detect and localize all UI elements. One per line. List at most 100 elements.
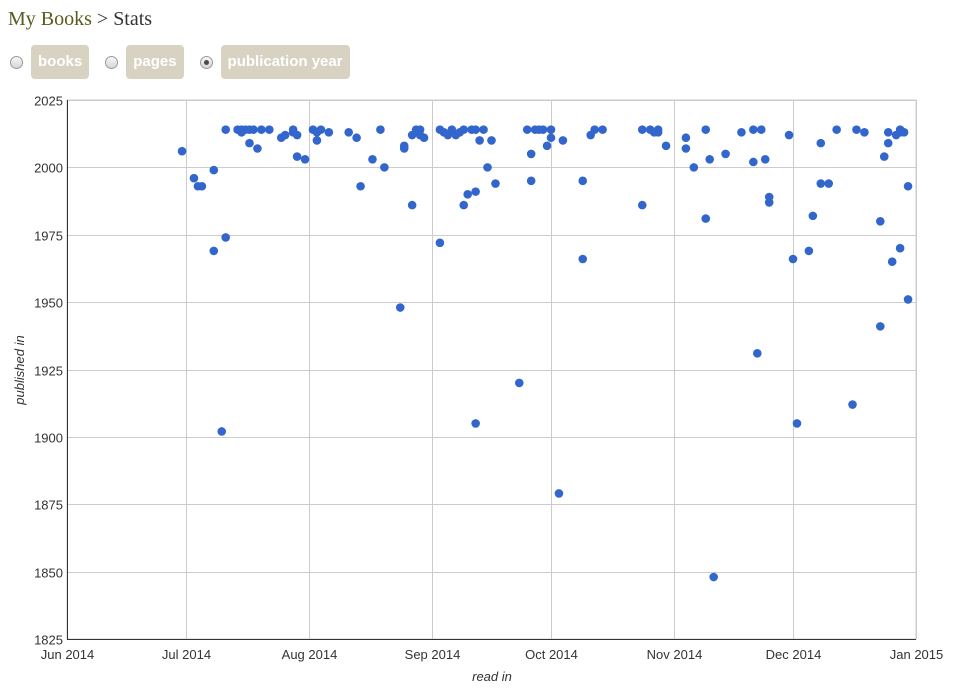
data-point[interactable] [689, 163, 699, 172]
data-point[interactable] [816, 179, 826, 188]
data-point[interactable] [209, 246, 219, 256]
data-point[interactable] [368, 154, 377, 164]
data-point[interactable] [221, 233, 230, 242]
data-point[interactable] [899, 128, 909, 137]
data-point[interactable] [324, 128, 334, 137]
data-point[interactable] [788, 254, 798, 264]
data-point[interactable] [189, 173, 199, 183]
data-point[interactable] [344, 128, 353, 137]
data-point[interactable] [792, 419, 802, 428]
data-point[interactable] [217, 427, 227, 436]
books-button[interactable]: books [31, 45, 90, 79]
data-point[interactable] [903, 181, 913, 191]
data-point[interactable] [721, 149, 730, 159]
data-point[interactable] [399, 144, 409, 153]
data-point[interactable] [875, 216, 885, 226]
data-point[interactable] [709, 572, 718, 582]
data-point[interactable] [300, 154, 310, 164]
data-point[interactable] [895, 243, 905, 253]
data-point[interactable] [491, 179, 500, 188]
data-point[interactable] [546, 125, 556, 134]
data-point[interactable] [816, 138, 826, 148]
option-publication-year[interactable]: publication year [199, 45, 350, 79]
breadcrumb-link-my-books[interactable]: My Books [8, 8, 92, 30]
data-point[interactable] [253, 144, 262, 153]
data-point[interactable] [749, 157, 758, 167]
data-point[interactable] [860, 128, 869, 137]
data-point[interactable] [280, 130, 290, 140]
data-point[interactable] [554, 489, 564, 498]
data-point[interactable] [197, 181, 207, 191]
data-point[interactable] [637, 200, 647, 210]
data-point[interactable] [653, 128, 663, 137]
data-point[interactable] [177, 146, 187, 156]
data-point[interactable] [760, 154, 770, 164]
data-point[interactable] [681, 133, 691, 143]
data-point[interactable] [483, 163, 492, 172]
data-point[interactable] [661, 141, 671, 151]
data-point[interactable] [356, 181, 365, 191]
data-point[interactable] [352, 133, 361, 143]
data-point[interactable] [808, 211, 818, 221]
data-point[interactable] [887, 257, 897, 267]
data-point[interactable] [245, 138, 254, 148]
data-point[interactable] [681, 144, 691, 153]
data-point[interactable] [435, 238, 445, 248]
data-point[interactable] [903, 295, 913, 304]
data-point[interactable] [475, 136, 484, 145]
data-point[interactable] [522, 125, 532, 134]
data-point[interactable] [756, 125, 766, 134]
radio-publication-year[interactable] [199, 55, 213, 69]
data-point[interactable] [852, 125, 861, 134]
data-point[interactable] [257, 125, 266, 134]
data-point[interactable] [784, 130, 794, 140]
data-point[interactable] [292, 152, 302, 161]
data-point[interactable] [292, 130, 302, 140]
option-pages[interactable]: pages [105, 45, 184, 79]
data-point[interactable] [380, 163, 389, 172]
radio-books[interactable] [10, 55, 23, 69]
data-point[interactable] [590, 125, 599, 134]
data-point[interactable] [479, 125, 488, 134]
data-point[interactable] [558, 136, 568, 145]
data-point[interactable] [471, 419, 480, 428]
data-point[interactable] [546, 133, 556, 143]
data-point[interactable] [538, 125, 548, 134]
data-point[interactable] [848, 400, 857, 409]
data-point[interactable] [376, 125, 385, 134]
data-point[interactable] [221, 125, 230, 134]
data-point[interactable] [578, 254, 588, 264]
data-point[interactable] [542, 141, 552, 151]
data-point[interactable] [395, 303, 405, 312]
data-point[interactable] [879, 152, 889, 161]
data-point[interactable] [883, 138, 893, 148]
data-point[interactable] [209, 165, 219, 175]
data-point[interactable] [487, 136, 496, 145]
data-point[interactable] [824, 179, 834, 188]
data-point[interactable] [883, 128, 893, 137]
data-point[interactable] [804, 246, 814, 256]
data-point[interactable] [875, 322, 885, 331]
data-point[interactable] [514, 378, 524, 388]
data-point[interactable] [764, 198, 774, 207]
data-point[interactable] [459, 200, 469, 210]
data-point[interactable] [753, 349, 762, 358]
data-point[interactable] [737, 128, 746, 137]
data-point[interactable] [526, 176, 536, 186]
radio-pages[interactable] [105, 55, 119, 69]
data-point[interactable] [471, 187, 480, 196]
data-point[interactable] [526, 149, 536, 159]
data-point[interactable] [407, 200, 417, 210]
data-point[interactable] [598, 125, 607, 134]
data-point[interactable] [832, 125, 841, 134]
publication-year-button[interactable]: publication year [220, 45, 350, 79]
data-point[interactable] [459, 125, 469, 134]
data-point[interactable] [419, 133, 429, 143]
data-point[interactable] [578, 176, 588, 186]
data-point[interactable] [705, 154, 715, 164]
data-point[interactable] [312, 136, 322, 145]
data-point[interactable] [249, 125, 258, 134]
option-books[interactable]: books [10, 45, 90, 79]
data-point[interactable] [316, 125, 326, 134]
data-point[interactable] [637, 125, 647, 134]
